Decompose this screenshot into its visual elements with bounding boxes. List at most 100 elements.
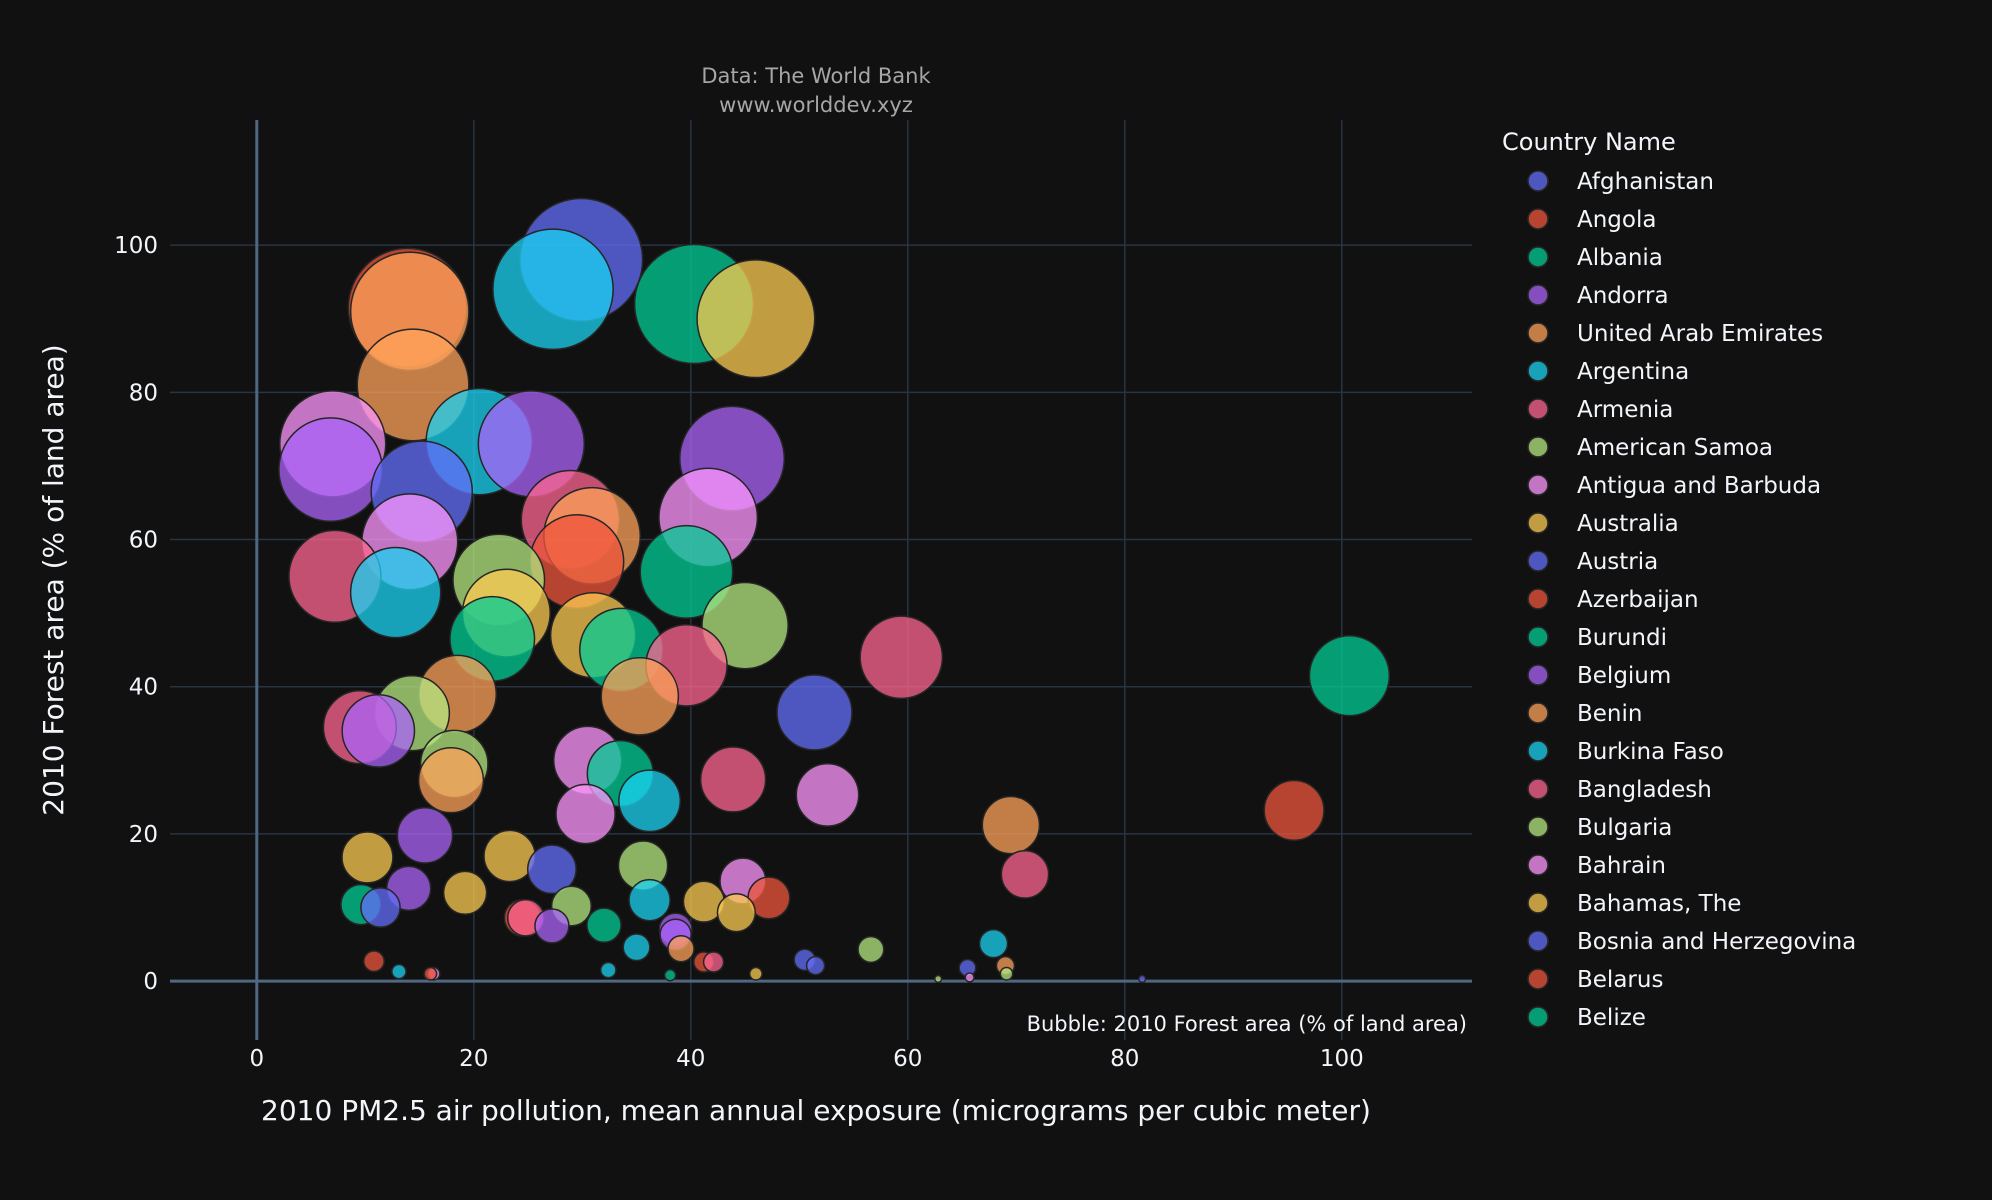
legend-marker xyxy=(1527,740,1549,762)
data-bubble xyxy=(341,693,416,768)
x-tick-label: 80 xyxy=(1110,1046,1139,1072)
data-bubble xyxy=(363,950,385,973)
data-bubble xyxy=(1000,850,1050,899)
legend-title: Country Name xyxy=(1502,128,1676,156)
y-tick-label: 0 xyxy=(143,969,158,995)
data-bubble xyxy=(859,615,944,700)
data-bubble xyxy=(599,961,617,979)
data-bubble xyxy=(981,795,1041,855)
chart-subtitle-line-1: Data: The World Bank xyxy=(701,64,931,88)
legend-label: Australia xyxy=(1577,511,1679,537)
data-bubble xyxy=(417,747,485,814)
data-bubble xyxy=(934,974,943,984)
data-bubble xyxy=(1138,974,1147,984)
legend-marker xyxy=(1527,892,1549,914)
legend-marker xyxy=(1527,588,1549,610)
x-tick-label: 60 xyxy=(893,1046,922,1072)
legend-label: Burundi xyxy=(1577,625,1667,651)
data-bubble xyxy=(805,955,826,976)
legend-marker xyxy=(1527,968,1549,990)
data-bubble xyxy=(555,783,616,845)
tick-labels: 0 20 40 60 80 100 0 20 40 60 80 100 xyxy=(114,233,1364,1072)
legend-label: Bulgaria xyxy=(1577,815,1672,841)
legend-marker xyxy=(1527,474,1549,496)
chart-subtitle-line-2: www.worlddev.xyz xyxy=(719,93,913,117)
data-bubble xyxy=(716,893,757,933)
legend-label: Belarus xyxy=(1577,967,1663,993)
legend-marker xyxy=(1527,284,1549,306)
legend-label: Benin xyxy=(1577,701,1642,727)
data-bubble xyxy=(1308,634,1391,717)
legend-label: Azerbaijan xyxy=(1577,587,1699,613)
legend-label: Bangladesh xyxy=(1577,777,1712,803)
y-tick-label: 60 xyxy=(129,528,158,554)
y-tick-label: 40 xyxy=(129,675,158,701)
data-bubble xyxy=(978,928,1009,959)
legend-marker xyxy=(1527,208,1549,230)
legend-marker xyxy=(1527,930,1549,952)
legend-marker xyxy=(1527,512,1549,534)
data-bubble xyxy=(492,228,614,351)
data-bubble xyxy=(628,878,671,922)
legend-marker xyxy=(1527,170,1549,192)
legend-label: Argentina xyxy=(1577,359,1689,385)
data-bubble xyxy=(663,968,677,982)
legend-label: American Samoa xyxy=(1577,435,1773,461)
data-bubble xyxy=(622,933,651,962)
legend-label: Belize xyxy=(1577,1005,1646,1031)
legend-marker xyxy=(1527,322,1549,344)
bubble-size-note: Bubble: 2010 Forest area (% of land area… xyxy=(1027,1012,1467,1036)
legend-marker xyxy=(1527,360,1549,382)
data-bubble xyxy=(423,966,438,981)
legend-marker xyxy=(1527,246,1549,268)
x-tick-label: 100 xyxy=(1320,1046,1364,1072)
legend-label: Afghanistan xyxy=(1577,169,1714,195)
data-bubble xyxy=(600,656,680,736)
legend-label: United Arab Emirates xyxy=(1577,321,1823,347)
legend-label: Burkina Faso xyxy=(1577,739,1724,765)
x-tick-label: 0 xyxy=(249,1046,264,1072)
data-bubble xyxy=(699,746,767,813)
data-bubble xyxy=(396,807,454,864)
y-tick-label: 100 xyxy=(114,233,158,259)
data-bubble xyxy=(442,870,488,916)
data-bubble xyxy=(667,934,695,963)
legend-label: Andorra xyxy=(1577,283,1669,309)
legend-label: Antigua and Barbuda xyxy=(1577,473,1821,499)
data-bubble xyxy=(999,966,1014,981)
legend: Country Name Afghanistan Angola Albania And… xyxy=(1502,128,1856,1031)
x-tick-label: 20 xyxy=(459,1046,488,1072)
zero-lines xyxy=(170,120,1472,1040)
legend-marker xyxy=(1527,1006,1549,1028)
y-tick-label: 20 xyxy=(129,822,158,848)
legend-label: Bahamas, The xyxy=(1577,891,1741,917)
legend-label: Belgium xyxy=(1577,663,1671,689)
data-bubble xyxy=(391,963,407,980)
legend-marker xyxy=(1527,664,1549,686)
data-bubble xyxy=(360,887,401,928)
data-bubble xyxy=(702,951,725,973)
legend-label: Albania xyxy=(1577,245,1663,271)
legend-label: Bahrain xyxy=(1577,853,1666,879)
data-bubble xyxy=(748,966,763,981)
legend-marker xyxy=(1527,436,1549,458)
data-bubble xyxy=(534,908,570,944)
data-bubble xyxy=(526,844,577,895)
x-tick-label: 40 xyxy=(676,1046,705,1072)
data-bubble xyxy=(776,674,853,751)
legend-marker xyxy=(1527,854,1549,876)
data-bubble xyxy=(586,907,622,944)
legend-label: Bosnia and Herzegovina xyxy=(1577,929,1856,955)
legend-marker xyxy=(1527,702,1549,724)
legend-marker xyxy=(1527,626,1549,648)
data-bubble xyxy=(1263,779,1325,841)
data-bubble xyxy=(618,769,682,833)
bubbles xyxy=(278,197,1391,984)
data-bubble xyxy=(639,524,734,619)
y-axis-title: 2010 Forest area (% of land area) xyxy=(37,344,70,815)
data-bubble xyxy=(696,259,816,379)
legend-label: Armenia xyxy=(1577,397,1673,423)
x-axis-title: 2010 PM2.5 air pollution, mean annual ex… xyxy=(261,1094,1371,1127)
data-bubble xyxy=(857,935,885,964)
